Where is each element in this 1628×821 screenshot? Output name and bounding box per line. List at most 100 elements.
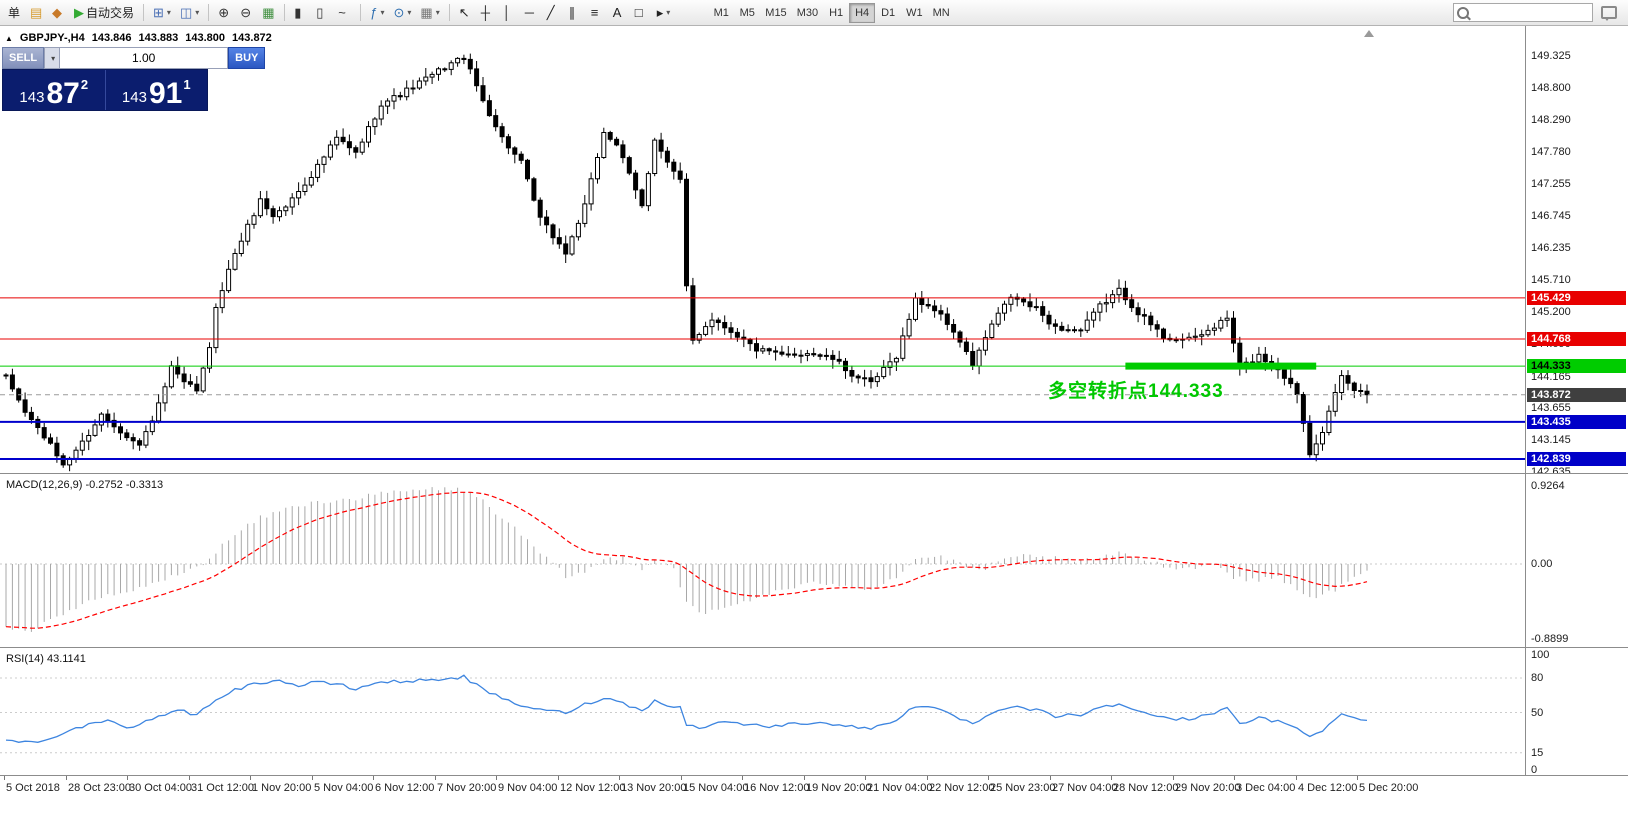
zoom-in-button[interactable]: ⊕: [214, 2, 235, 23]
time-tick: [496, 776, 497, 780]
price-axis-label: 146.745: [1531, 210, 1571, 222]
macd-label: MACD(12,26,9) -0.2752 -0.3313: [6, 479, 164, 491]
fibonacci-button[interactable]: ≡: [587, 2, 608, 23]
chevron-down-icon: ▾: [380, 8, 385, 17]
alert-button[interactable]: ◆: [48, 2, 69, 23]
timeframe-w1[interactable]: W1: [901, 3, 928, 23]
bar-chart-icon: ▮: [294, 5, 302, 20]
horizontal-line-button[interactable]: ─: [521, 2, 542, 23]
channel-button[interactable]: ∥: [565, 2, 586, 23]
up-triangle-icon: ▲: [5, 33, 13, 43]
search-input[interactable]: [1469, 5, 1589, 20]
time-tick: [1173, 776, 1174, 780]
templates-button[interactable]: ▦ ▾: [416, 2, 443, 23]
price-axis-label: 148.290: [1531, 114, 1571, 126]
price-axis-label: 149.325: [1531, 50, 1571, 62]
timeframe-m15[interactable]: M15: [760, 3, 791, 23]
periods-button[interactable]: ⊙ ▾: [390, 2, 416, 23]
sell-button[interactable]: SELL: [2, 47, 45, 69]
symbol-open: 143.846: [91, 32, 132, 44]
pivot-annotation[interactable]: 多空转折点144.333: [1048, 381, 1224, 402]
trendline-button[interactable]: ╱: [543, 2, 564, 23]
price-badge-143.435: 143.435: [1527, 415, 1626, 429]
chevron-down-icon: ▾: [195, 8, 200, 17]
text-icon: A: [612, 5, 622, 20]
chevron-down-icon: ▾: [166, 8, 171, 17]
lot-size-input[interactable]: [60, 47, 229, 69]
price-chart-panel[interactable]: ▲ GBPJPY-,H4 143.846 143.883 143.800 143…: [0, 26, 1628, 474]
macd-axis: 0.9264 0.00 -0.8899: [1525, 474, 1628, 647]
time-tick: [619, 776, 620, 780]
time-tick: [1357, 776, 1358, 780]
macd-panel[interactable]: MACD(12,26,9) -0.2752 -0.3313 0.9264 0.00…: [0, 474, 1628, 648]
vertical-line-button[interactable]: │: [499, 2, 520, 23]
time-label: 15 Nov 04:00: [683, 782, 749, 794]
sell-price-sup: 2: [80, 77, 89, 92]
timeframe-mn[interactable]: MN: [928, 3, 955, 23]
time-label: 27 Nov 04:00: [1052, 782, 1118, 794]
toolbar-button-groups: 单 ▤ ◆ ▶ 自动交易 ⊞ ▾ ◫ ▾ ⊕ ⊖ ▦ ▮ ▯ ~ ƒ ▾ ⊙ ▾ ▦ ▾ ↖ ┼ │ ─ ╱ ∥ ≡ A □ ▸ ▾: [4, 2, 674, 23]
buy-price[interactable]: 143 91 1: [106, 70, 208, 110]
time-tick: [558, 776, 559, 780]
chat-button[interactable]: [1597, 2, 1621, 23]
time-tick: [66, 776, 67, 780]
timeframe-m5[interactable]: M5: [734, 3, 760, 23]
lot-size-control: ▾: [44, 47, 229, 69]
text-button[interactable]: A: [609, 2, 630, 23]
arrows-button[interactable]: ▸ ▾: [653, 2, 675, 23]
timeframe-h4[interactable]: H4: [849, 2, 876, 23]
time-axis[interactable]: 5 Oct 2018 28 Oct 23:00 30 Oct 04:00 31 Oct…: [0, 776, 1628, 821]
zoom-out-button[interactable]: ⊖: [236, 2, 257, 23]
chart-stack-button[interactable]: ▤: [26, 2, 47, 23]
trade-group: 单 ▤ ◆ ▶ 自动交易: [4, 2, 138, 23]
lot-dropdown-button[interactable]: ▾: [44, 47, 61, 69]
sell-price[interactable]: 143 87 2: [3, 70, 105, 110]
line-chart-button[interactable]: ~: [334, 2, 355, 23]
price-badge-144.333: 144.333: [1527, 359, 1626, 373]
indicators-button[interactable]: ƒ ▾: [366, 2, 388, 23]
timeframe-d1[interactable]: D1: [875, 3, 901, 23]
time-tick: [1296, 776, 1297, 780]
timeframe-m1[interactable]: M1: [708, 3, 734, 23]
timeframe-m30[interactable]: M30: [792, 3, 823, 23]
bar-chart-button[interactable]: ▮: [290, 2, 311, 23]
macd-axis-label: 0.9264: [1531, 480, 1565, 492]
time-label: 13 Nov 20:00: [621, 782, 687, 794]
time-label: 31 Oct 12:00: [191, 782, 254, 794]
chevron-down-icon: ▾: [666, 8, 671, 17]
chart-shift-marker-icon: [1364, 30, 1374, 37]
new-chart-icon: ⊞: [153, 5, 164, 20]
crosshair-button[interactable]: ┼: [477, 2, 498, 23]
new-order-button[interactable]: 单: [4, 2, 25, 23]
highlight-segment[interactable]: [1125, 362, 1317, 370]
rsi-panel[interactable]: RSI(14) 43.1141 100 80 50 15 0: [0, 648, 1628, 776]
price-axis-label: 147.255: [1531, 178, 1571, 190]
price-badge-145.429: 145.429: [1527, 291, 1626, 305]
alert-icon: ◆: [52, 5, 62, 20]
timeframe-h1[interactable]: H1: [823, 3, 849, 23]
price-axis-label: 145.200: [1531, 306, 1571, 318]
price-axis-label: 144.165: [1531, 371, 1571, 383]
time-label: 5 Oct 2018: [6, 782, 60, 794]
tile-windows-button[interactable]: ▦: [258, 2, 279, 23]
candlestick-series: [3, 53, 1370, 472]
new-chart-button[interactable]: ⊞ ▾: [149, 2, 175, 23]
autotrading-button[interactable]: ▶ 自动交易: [70, 2, 138, 23]
profiles-button[interactable]: ◫ ▾: [176, 2, 203, 23]
candlestick-button[interactable]: ▯: [312, 2, 333, 23]
time-label: 19 Nov 20:00: [806, 782, 872, 794]
autotrading-button-label: 自动交易: [86, 5, 135, 20]
time-label: 21 Nov 04:00: [867, 782, 933, 794]
buy-price-prefix: 143: [121, 88, 147, 106]
rsi-axis-label: 15: [1531, 747, 1544, 759]
symbol-low: 143.800: [185, 32, 226, 44]
buy-button[interactable]: BUY: [228, 47, 266, 69]
cursor-button[interactable]: ↖: [455, 2, 476, 23]
chart-type-group: ▮ ▯ ~: [290, 2, 355, 23]
price-badge-144.768: 144.768: [1527, 332, 1626, 346]
shapes-button[interactable]: □: [631, 2, 652, 23]
shapes-icon: □: [634, 5, 643, 20]
price-chart-svg: [0, 53, 1525, 472]
buy-price-sup: 1: [183, 77, 191, 92]
